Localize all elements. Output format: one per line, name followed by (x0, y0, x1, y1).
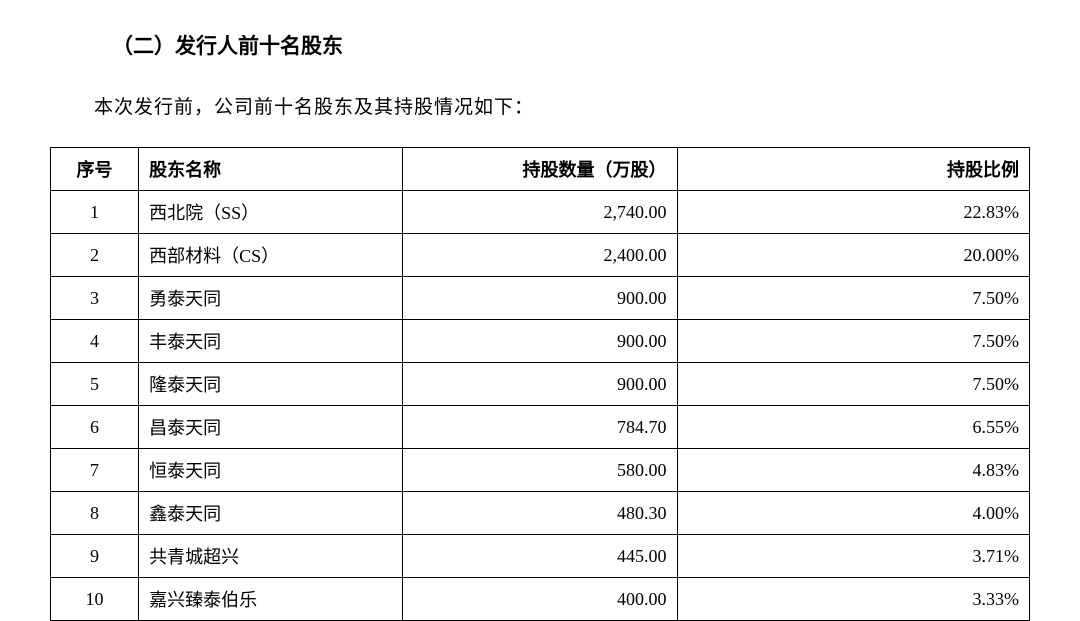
table-row: 6 昌泰天同 784.70 6.55% (51, 406, 1030, 449)
cell-index: 2 (51, 234, 139, 277)
cell-index: 10 (51, 578, 139, 621)
cell-name: 嘉兴臻泰伯乐 (139, 578, 403, 621)
cell-index: 9 (51, 535, 139, 578)
col-header-index: 序号 (51, 148, 139, 191)
table-row: 9 共青城超兴 445.00 3.71% (51, 535, 1030, 578)
intro-text: 本次发行前，公司前十名股东及其持股情况如下： (50, 92, 1030, 119)
cell-index: 4 (51, 320, 139, 363)
cell-pct: 7.50% (677, 320, 1029, 363)
col-header-name: 股东名称 (139, 148, 403, 191)
cell-pct: 3.71% (677, 535, 1029, 578)
shareholder-table: 序号 股东名称 持股数量（万股） 持股比例 1 西北院（SS） 2,740.00… (50, 147, 1030, 621)
table-row: 7 恒泰天同 580.00 4.83% (51, 449, 1030, 492)
cell-shares: 784.70 (403, 406, 677, 449)
cell-shares: 2,740.00 (403, 191, 677, 234)
cell-pct: 4.83% (677, 449, 1029, 492)
cell-name: 恒泰天同 (139, 449, 403, 492)
cell-pct: 7.50% (677, 363, 1029, 406)
cell-shares: 900.00 (403, 363, 677, 406)
cell-index: 5 (51, 363, 139, 406)
col-header-shares: 持股数量（万股） (403, 148, 677, 191)
cell-name: 西部材料（CS） (139, 234, 403, 277)
cell-name: 昌泰天同 (139, 406, 403, 449)
cell-shares: 2,400.00 (403, 234, 677, 277)
cell-index: 8 (51, 492, 139, 535)
cell-shares: 900.00 (403, 320, 677, 363)
cell-shares: 400.00 (403, 578, 677, 621)
table-row: 4 丰泰天同 900.00 7.50% (51, 320, 1030, 363)
cell-shares: 580.00 (403, 449, 677, 492)
cell-index: 6 (51, 406, 139, 449)
cell-index: 3 (51, 277, 139, 320)
cell-name: 鑫泰天同 (139, 492, 403, 535)
cell-index: 7 (51, 449, 139, 492)
table-row: 8 鑫泰天同 480.30 4.00% (51, 492, 1030, 535)
table-row: 3 勇泰天同 900.00 7.50% (51, 277, 1030, 320)
cell-pct: 7.50% (677, 277, 1029, 320)
cell-name: 丰泰天同 (139, 320, 403, 363)
cell-shares: 445.00 (403, 535, 677, 578)
cell-pct: 20.00% (677, 234, 1029, 277)
table-row: 2 西部材料（CS） 2,400.00 20.00% (51, 234, 1030, 277)
cell-pct: 6.55% (677, 406, 1029, 449)
cell-shares: 480.30 (403, 492, 677, 535)
cell-name: 西北院（SS） (139, 191, 403, 234)
table-header-row: 序号 股东名称 持股数量（万股） 持股比例 (51, 148, 1030, 191)
cell-index: 1 (51, 191, 139, 234)
section-heading: （二）发行人前十名股东 (50, 30, 1030, 60)
col-header-pct: 持股比例 (677, 148, 1029, 191)
table-row: 5 隆泰天同 900.00 7.50% (51, 363, 1030, 406)
cell-pct: 22.83% (677, 191, 1029, 234)
cell-pct: 4.00% (677, 492, 1029, 535)
cell-name: 共青城超兴 (139, 535, 403, 578)
table-row: 1 西北院（SS） 2,740.00 22.83% (51, 191, 1030, 234)
cell-shares: 900.00 (403, 277, 677, 320)
table-row: 10 嘉兴臻泰伯乐 400.00 3.33% (51, 578, 1030, 621)
cell-pct: 3.33% (677, 578, 1029, 621)
cell-name: 隆泰天同 (139, 363, 403, 406)
cell-name: 勇泰天同 (139, 277, 403, 320)
